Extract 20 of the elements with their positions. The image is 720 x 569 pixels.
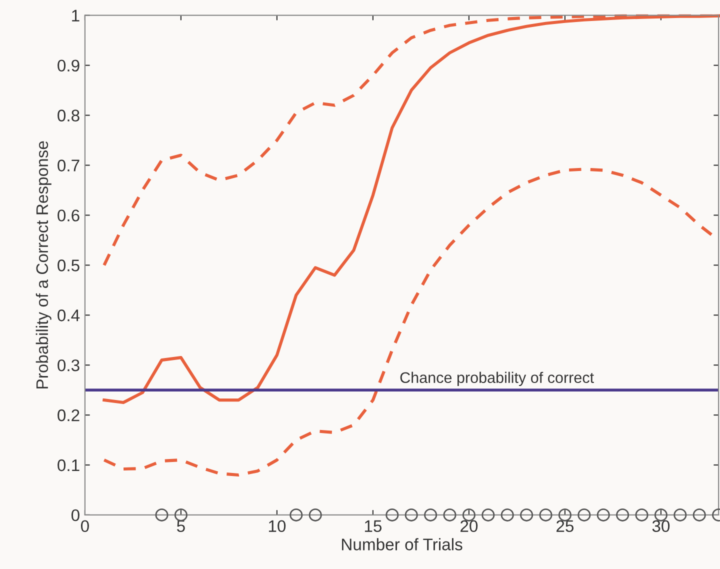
x-tick-label: 30 xyxy=(652,520,670,532)
x-tick-label: 15 xyxy=(364,520,382,532)
y-tick-label: 0.8 xyxy=(58,110,80,122)
x-tick-label: 25 xyxy=(556,520,574,532)
y-tick-label: 0.6 xyxy=(58,210,80,222)
x-tick-label: 10 xyxy=(268,520,286,532)
y-tick-label: 1 xyxy=(72,10,80,22)
y-tick-label: 0.7 xyxy=(58,160,80,172)
y-tick-label: 0.9 xyxy=(58,60,80,72)
x-axis-title: Number of Trials xyxy=(342,538,462,550)
ref-line-label: Chance probability of correct xyxy=(400,372,594,386)
y-tick-label: 0.1 xyxy=(58,459,80,472)
y-tick-label: 0.2 xyxy=(58,409,80,422)
y-tick-label: 0.3 xyxy=(58,359,80,372)
y-tick-label: 0.5 xyxy=(58,260,80,272)
y-axis-title: Probability of a Correct Response xyxy=(36,141,52,388)
x-tick-label: 0 xyxy=(80,520,89,532)
x-tick-label: 20 xyxy=(460,520,478,532)
y-tick-label: 0.4 xyxy=(58,310,80,322)
y-tick-label: 0 xyxy=(71,509,80,522)
